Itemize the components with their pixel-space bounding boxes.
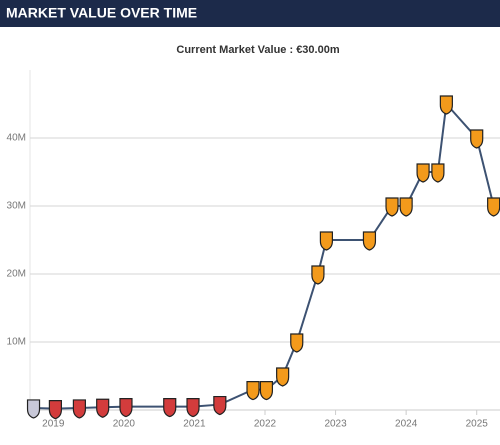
crest-marker xyxy=(26,399,41,419)
crest-marker xyxy=(72,399,86,419)
x-tick-label: 2024 xyxy=(395,419,418,430)
crest-marker xyxy=(431,163,445,183)
crest-marker xyxy=(48,400,63,420)
y-tick-label: 40M xyxy=(7,133,26,144)
x-tick-label: 2022 xyxy=(254,419,277,430)
x-tick-label: 2020 xyxy=(113,419,136,430)
crest-marker xyxy=(319,231,333,251)
crest-marker xyxy=(186,398,200,418)
crest-marker xyxy=(246,381,260,401)
crest-marker xyxy=(213,395,227,416)
chart-title: MARKET VALUE OVER TIME xyxy=(6,5,197,21)
crest-marker xyxy=(119,398,133,418)
crest-marker xyxy=(487,197,500,217)
chart-subtitle: Current Market Value : €30.00m xyxy=(176,44,339,56)
crest-marker xyxy=(416,163,430,183)
crest-marker xyxy=(96,398,110,418)
x-tick-label: 2025 xyxy=(466,419,489,430)
crest-marker xyxy=(399,197,413,217)
crest-marker xyxy=(385,197,399,217)
header-bar xyxy=(0,0,500,27)
crest-marker xyxy=(259,381,274,401)
crest-marker xyxy=(362,231,377,251)
x-tick-label: 2023 xyxy=(324,419,347,430)
crest-marker xyxy=(470,129,484,149)
crest-marker xyxy=(276,367,290,387)
x-tick-label: 2019 xyxy=(42,419,65,430)
y-tick-label: 20M xyxy=(7,269,26,280)
line xyxy=(33,101,495,410)
crest-marker xyxy=(311,265,325,285)
x-tick-label: 2021 xyxy=(183,419,206,430)
y-tick-label: 30M xyxy=(7,201,26,212)
crest-marker xyxy=(163,398,177,418)
crest-marker xyxy=(290,333,304,353)
y-tick-label: 10M xyxy=(7,337,26,348)
crest-marker xyxy=(439,95,453,115)
